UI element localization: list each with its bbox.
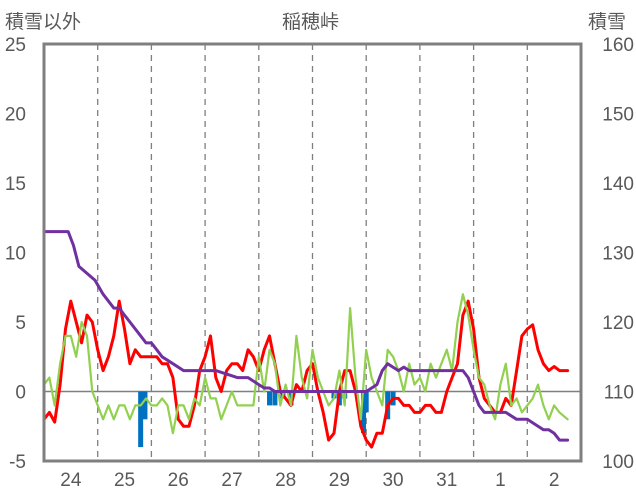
left-tick-label: 0 bbox=[15, 383, 26, 404]
left-tick-label: 10 bbox=[5, 244, 26, 265]
x-tick-label: 2 bbox=[549, 470, 560, 491]
x-tick-label: 29 bbox=[329, 470, 350, 491]
right-tick-label: 120 bbox=[602, 313, 634, 334]
x-tick-label: 28 bbox=[275, 470, 296, 491]
right-tick-label: 100 bbox=[602, 452, 634, 473]
x-tick-label: 1 bbox=[495, 470, 506, 491]
precipitation-bar bbox=[267, 391, 273, 406]
x-tick-label: 25 bbox=[114, 470, 135, 491]
right-tick-label: 110 bbox=[604, 383, 634, 404]
precipitation-bar bbox=[138, 391, 144, 448]
plot-frame bbox=[42, 42, 583, 463]
left-tick-label: 15 bbox=[5, 174, 26, 195]
left-tick-label: 25 bbox=[5, 35, 26, 56]
right-axis-title: 積雪 bbox=[588, 12, 627, 33]
right-tick-label: 130 bbox=[602, 244, 634, 265]
left-axis-title: 積雪以外 bbox=[5, 12, 82, 33]
x-tick-label: 24 bbox=[60, 470, 82, 491]
x-tick-label: 30 bbox=[382, 470, 403, 491]
temperature-line bbox=[42, 299, 570, 449]
x-tick-label: 26 bbox=[168, 470, 189, 491]
x-tick-label: 27 bbox=[221, 470, 242, 491]
left-tick-label: 5 bbox=[15, 313, 26, 334]
wind-line bbox=[42, 293, 569, 435]
left-tick-label: -5 bbox=[9, 452, 26, 473]
x-tick-label: 31 bbox=[436, 470, 457, 491]
precipitation-bar bbox=[361, 391, 367, 434]
chart-title: 稲穂峠 bbox=[282, 12, 340, 33]
precipitation-bar bbox=[363, 391, 369, 413]
snow_depth-line bbox=[42, 230, 570, 442]
right-tick-label: 160 bbox=[602, 35, 634, 56]
precipitation-bar bbox=[272, 391, 278, 406]
precipitation-bar bbox=[142, 391, 148, 420]
right-tick-label: 150 bbox=[602, 105, 634, 126]
right-tick-label: 140 bbox=[602, 174, 634, 195]
left-tick-label: 20 bbox=[5, 105, 26, 126]
